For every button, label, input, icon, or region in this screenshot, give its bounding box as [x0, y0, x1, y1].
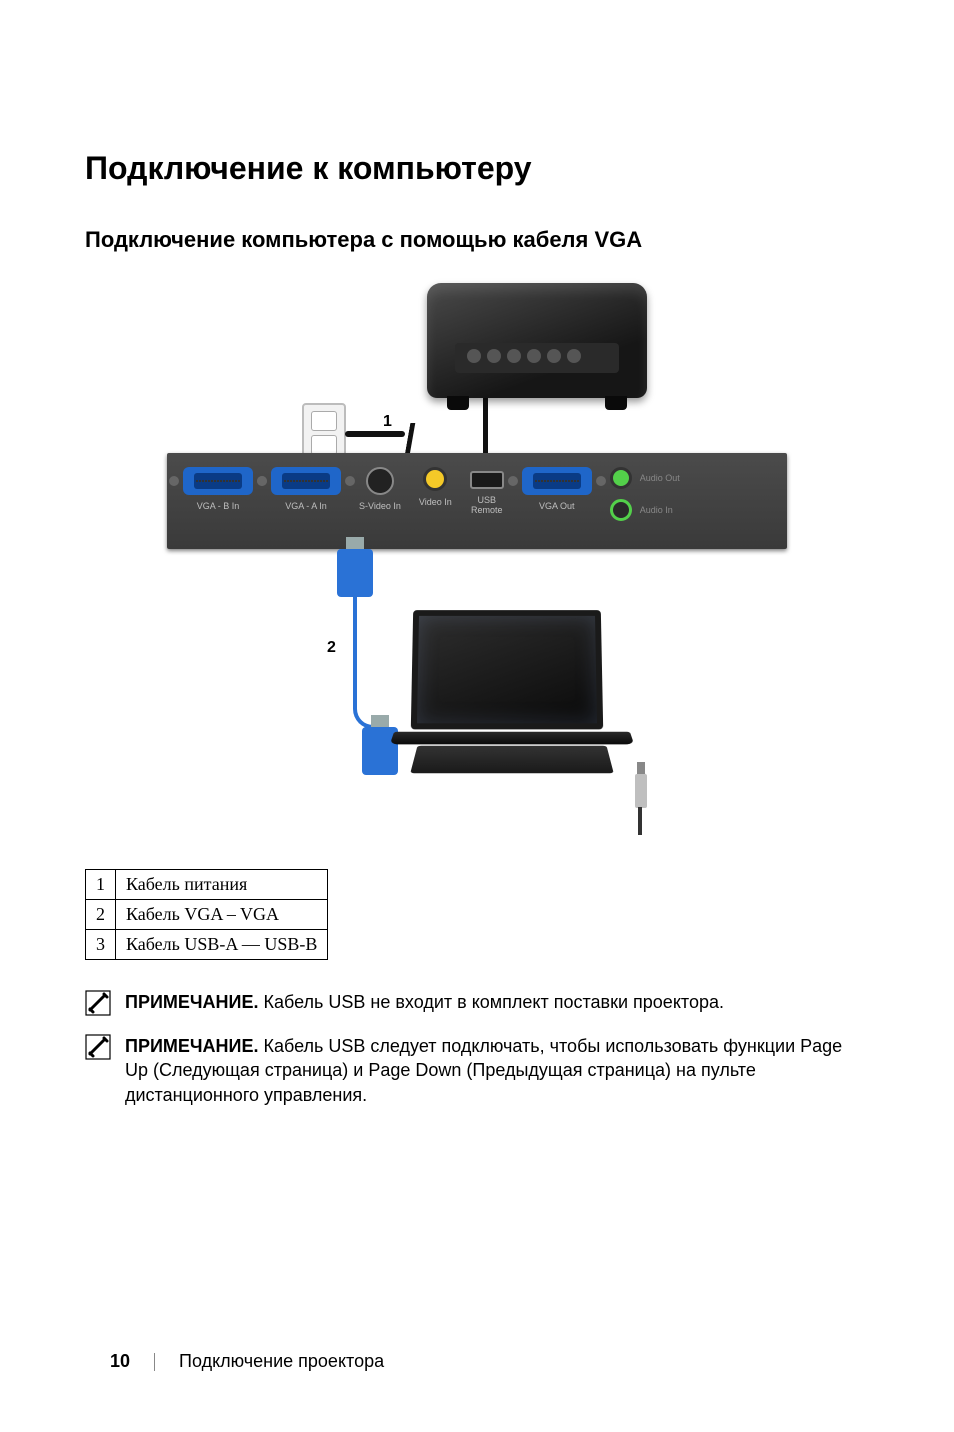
table-cell-label: Кабель VGA – VGA	[116, 900, 328, 930]
port-label: VGA - A In	[285, 501, 327, 511]
port-vga-a-in: VGA - A In	[271, 467, 341, 511]
note-lead: ПРИМЕЧАНИЕ.	[125, 1036, 258, 1056]
note-2: ПРИМЕЧАНИЕ. Кабель USB следует подключат…	[85, 1034, 869, 1107]
table-cell-num: 3	[86, 930, 116, 960]
vga-cable-icon	[353, 597, 375, 729]
table-cell-label: Кабель USB-A — USB-B	[116, 930, 328, 960]
note-text: ПРИМЕЧАНИЕ. Кабель USB не входит в компл…	[125, 990, 724, 1016]
usb-port-icon	[470, 471, 504, 489]
connection-diagram: 1 VGA - B In VGA - A In	[167, 283, 787, 809]
port-vga-b-in: VGA - B In	[183, 467, 253, 511]
callout-2: 2	[327, 639, 336, 657]
footer-separator-icon	[154, 1353, 155, 1371]
port-usb-remote: USB Remote	[470, 467, 504, 515]
s-video-port-icon	[366, 467, 394, 495]
note-icon	[85, 1034, 111, 1060]
port-label: VGA Out	[539, 501, 575, 511]
projector-icon	[427, 283, 647, 418]
note-lead: ПРИМЕЧАНИЕ.	[125, 992, 258, 1012]
note-1: ПРИМЕЧАНИЕ. Кабель USB не входит в компл…	[85, 990, 869, 1016]
page-number: 10	[110, 1351, 130, 1372]
port-label: USB Remote	[471, 495, 503, 515]
table-row: 1 Кабель питания	[86, 870, 328, 900]
heading-main: Подключение к компьютеру	[85, 150, 869, 187]
vga-cable-area: 2 3	[167, 549, 787, 809]
port-s-video-in: S-Video In	[359, 467, 401, 511]
table-cell-num: 1	[86, 870, 116, 900]
note-icon	[85, 990, 111, 1016]
note-text: ПРИМЕЧАНИЕ. Кабель USB следует подключат…	[125, 1034, 869, 1107]
callout-1: 1	[383, 413, 392, 431]
rca-port-icon	[423, 467, 447, 491]
usb-plug-icon	[635, 774, 647, 808]
port-label: Video In	[419, 497, 452, 507]
port-label: S-Video In	[359, 501, 401, 511]
ports-bar: VGA - B In VGA - A In S-Video In Video I…	[167, 453, 787, 549]
table-cell-num: 2	[86, 900, 116, 930]
laptop-icon	[392, 609, 632, 809]
note-body: Кабель USB не входит в комплект поставки…	[258, 992, 724, 1012]
page-footer: 10 Подключение проектора	[110, 1351, 384, 1372]
footer-section: Подключение проектора	[179, 1351, 384, 1372]
table-row: 2 Кабель VGA – VGA	[86, 900, 328, 930]
usb-cable-icon	[638, 807, 642, 835]
heading-sub: Подключение компьютера с помощью кабеля …	[85, 227, 869, 253]
table-cell-label: Кабель питания	[116, 870, 328, 900]
audio-ports: Audio Out Audio In	[610, 467, 680, 521]
port-label: Audio In	[640, 505, 673, 515]
parts-table: 1 Кабель питания 2 Кабель VGA – VGA 3 Ка…	[85, 869, 328, 960]
projector-row: 1	[167, 283, 787, 453]
table-row: 3 Кабель USB-A — USB-B	[86, 930, 328, 960]
audio-in-port-icon	[610, 499, 632, 521]
port-video-in: Video In	[419, 467, 452, 507]
page: Подключение к компьютеру Подключение ком…	[0, 0, 954, 1432]
vga-plug-top-icon	[337, 549, 373, 597]
audio-out-port-icon	[610, 467, 632, 489]
port-vga-out: VGA Out	[522, 467, 592, 511]
power-plug-icon	[345, 431, 405, 437]
port-label: Audio Out	[640, 473, 680, 483]
port-label: VGA - B In	[197, 501, 240, 511]
